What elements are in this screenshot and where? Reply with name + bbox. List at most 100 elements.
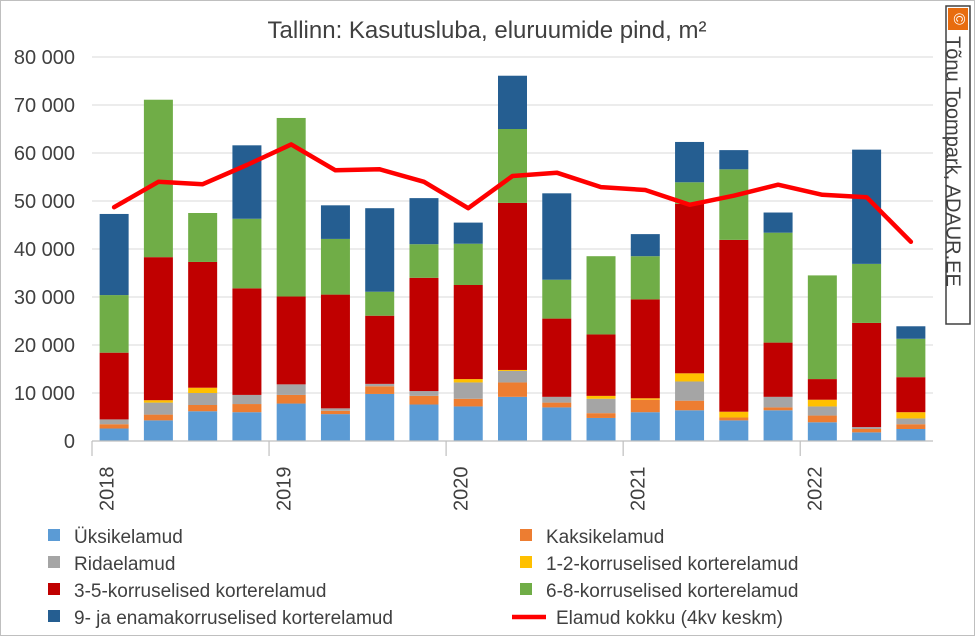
bar-segment bbox=[719, 420, 749, 441]
bar-segment bbox=[232, 394, 262, 405]
legend-label: 9- ja enamakorruselised korterelamud bbox=[74, 608, 393, 629]
bar-stack bbox=[188, 213, 218, 441]
legend-swatch bbox=[48, 529, 60, 541]
legend-label: 3-5-korruselised korterelamud bbox=[74, 581, 326, 602]
legend-swatch bbox=[520, 556, 532, 568]
bar-segment bbox=[586, 417, 616, 441]
bar-segment bbox=[143, 402, 173, 415]
bar-segment bbox=[586, 398, 616, 414]
legend-item: Kaksikelamud bbox=[520, 527, 664, 548]
legend-swatch bbox=[520, 529, 532, 541]
bar-stack bbox=[896, 326, 926, 441]
bar-segment bbox=[409, 395, 439, 405]
bar-segment bbox=[453, 398, 483, 407]
bar-segment bbox=[365, 393, 395, 441]
bar-stack bbox=[276, 117, 306, 441]
credit-box: © Tõnu Toompark, ADAUR.EE bbox=[942, 5, 971, 325]
bar-segment bbox=[807, 406, 837, 416]
bar-segment bbox=[453, 243, 483, 285]
x-year-label: 2020 bbox=[450, 467, 472, 512]
bar-segment bbox=[143, 99, 173, 258]
credit-border bbox=[945, 5, 971, 325]
bar-segment bbox=[320, 205, 350, 239]
bar-segment bbox=[320, 238, 350, 295]
bar-segment bbox=[99, 428, 129, 441]
bar-segment bbox=[896, 412, 926, 419]
bar-segment bbox=[630, 399, 660, 413]
bar-segment bbox=[232, 404, 262, 413]
bars bbox=[99, 75, 926, 441]
bar-segment bbox=[763, 410, 793, 441]
bar-segment bbox=[188, 213, 218, 262]
chart-title: Tallinn: Kasutusluba, eluruumide pind, m… bbox=[268, 17, 707, 44]
bar-stack bbox=[675, 141, 705, 441]
bar-segment bbox=[675, 182, 705, 204]
bar-segment bbox=[320, 410, 350, 415]
bar-segment bbox=[852, 427, 882, 429]
bar-segment bbox=[675, 381, 705, 401]
y-tick-label: 10 000 bbox=[14, 383, 75, 405]
copyright-badge bbox=[948, 8, 968, 30]
bar-segment bbox=[409, 391, 439, 396]
bar-segment bbox=[320, 408, 350, 411]
x-year-label: 2019 bbox=[273, 467, 295, 512]
bar-segment bbox=[99, 213, 129, 296]
bar-segment bbox=[99, 352, 129, 420]
bar-segment bbox=[807, 275, 837, 380]
bar-segment bbox=[276, 394, 306, 404]
bar-segment bbox=[896, 424, 926, 429]
x-axis: 2018 2019 2020 2021 2022 bbox=[91, 440, 933, 512]
bar-segment bbox=[320, 294, 350, 409]
bar-segment bbox=[498, 75, 527, 129]
legend-label: 1-2-korruselised korterelamud bbox=[546, 554, 798, 575]
bar-segment bbox=[498, 370, 527, 383]
bar-segment bbox=[232, 218, 262, 289]
bar-segment bbox=[276, 403, 306, 441]
bar-segment bbox=[409, 198, 439, 245]
bar-segment bbox=[542, 193, 572, 280]
y-tick-label: 40 000 bbox=[14, 239, 75, 261]
bar-stack bbox=[453, 222, 483, 441]
legend-item: Ridaelamud bbox=[48, 554, 175, 575]
bar-segment bbox=[542, 407, 572, 441]
credit-text: Tõnu Toompark, ADAUR.EE bbox=[942, 36, 964, 287]
bar-segment bbox=[542, 318, 572, 397]
bar-segment bbox=[188, 387, 218, 393]
bar-segment bbox=[143, 414, 173, 421]
bar-segment bbox=[852, 429, 882, 433]
bar-segment bbox=[453, 406, 483, 441]
bar-segment bbox=[852, 432, 882, 441]
bar-segment bbox=[586, 256, 616, 335]
bar-segment bbox=[143, 420, 173, 441]
bar-segment bbox=[365, 383, 395, 387]
bar-segment bbox=[188, 411, 218, 441]
bar-segment bbox=[896, 429, 926, 441]
bar-segment bbox=[807, 399, 837, 407]
bar-segment bbox=[763, 342, 793, 397]
bar-segment bbox=[675, 203, 705, 374]
bar-segment bbox=[542, 279, 572, 319]
x-year-label: 2018 bbox=[96, 467, 118, 512]
bar-stack bbox=[852, 149, 882, 441]
legend-label: Ridaelamud bbox=[74, 554, 175, 575]
bar-segment bbox=[453, 222, 483, 244]
bar-segment bbox=[232, 412, 262, 441]
bar-segment bbox=[232, 288, 262, 395]
legend-label: Elamud kokku (4kv keskm) bbox=[556, 608, 783, 629]
bar-stack bbox=[143, 99, 173, 441]
bar-stack bbox=[763, 212, 793, 441]
bar-segment bbox=[320, 414, 350, 441]
bar-segment bbox=[143, 400, 173, 403]
bar-segment bbox=[807, 379, 837, 400]
bar-segment bbox=[630, 412, 660, 441]
x-year-label: 2022 bbox=[804, 467, 826, 512]
bar-segment bbox=[675, 410, 705, 441]
bar-segment bbox=[409, 404, 439, 441]
bar-segment bbox=[630, 398, 660, 400]
bar-segment bbox=[453, 285, 483, 380]
bar-segment bbox=[498, 369, 527, 371]
y-tick-label: 20 000 bbox=[14, 335, 75, 357]
legend-label: Üksikelamud bbox=[74, 527, 183, 548]
bar-segment bbox=[586, 395, 616, 399]
y-tick-label: 60 000 bbox=[14, 143, 75, 165]
